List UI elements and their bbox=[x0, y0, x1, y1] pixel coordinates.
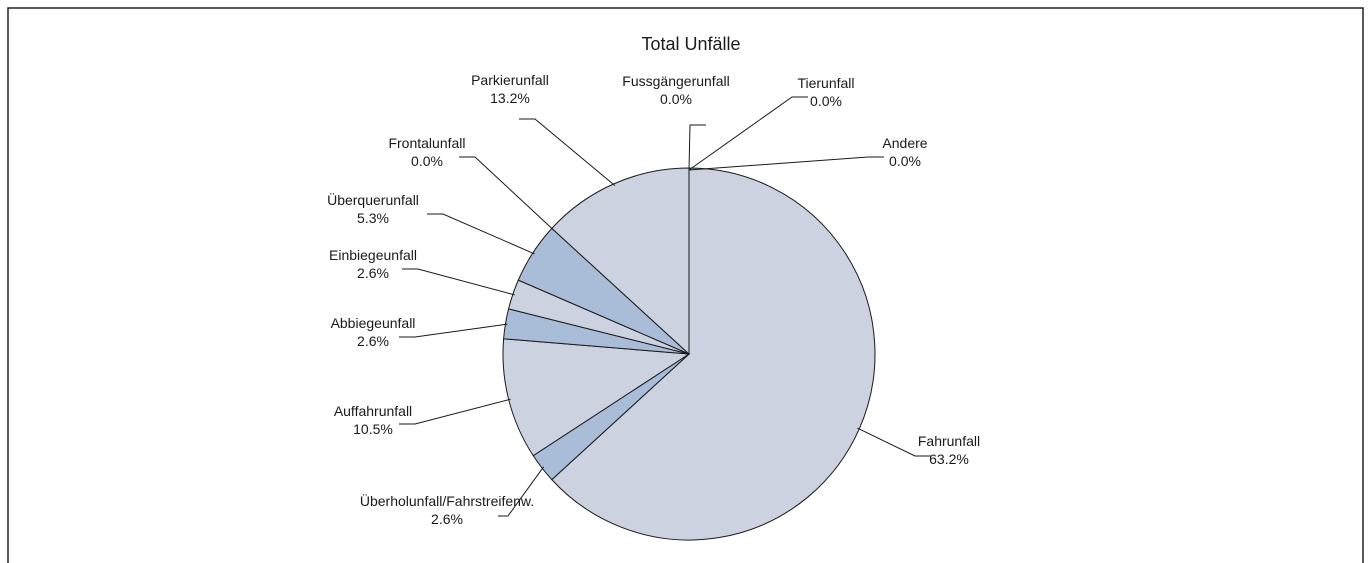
slice-value-abbiegeunfall: 2.6% bbox=[357, 333, 389, 349]
leader-line-fussgaengerunfall bbox=[688, 124, 706, 171]
slice-value-frontalunfall: 0.0% bbox=[411, 153, 443, 169]
leader-line-fahrunfall bbox=[857, 427, 931, 457]
leader-line-auffahrunfall bbox=[399, 398, 511, 425]
slice-parkierunfall bbox=[551, 167, 690, 356]
slice-label-frontalunfall: Frontalunfall bbox=[388, 135, 465, 151]
leader-line-einbiegeunfall bbox=[402, 268, 515, 296]
slice-labels: Fahrunfall 63.2% Überholunfall/Fahrstreife… bbox=[327, 72, 980, 527]
leader-line-andere bbox=[688, 156, 884, 171]
slice-value-auffahrunfall: 10.5% bbox=[353, 421, 393, 437]
slice-value-ueberquerunfall: 5.3% bbox=[357, 210, 389, 226]
slice-label-einbiegeunfall: Einbiegeunfall bbox=[329, 247, 417, 263]
leader-line-abbiegeunfall bbox=[399, 323, 508, 338]
slice-label-fahrunfall: Fahrunfall bbox=[918, 433, 980, 449]
slice-value-andere: 0.0% bbox=[889, 153, 921, 169]
leader-line-ueberholunfall-fahrstreifenw bbox=[498, 466, 545, 517]
leader-line-frontalunfall bbox=[459, 156, 554, 231]
slice-value-parkierunfall: 13.2% bbox=[490, 90, 530, 106]
slice-value-tierunfall: 0.0% bbox=[810, 93, 842, 109]
slice-label-ueberholunfall-fahrstreifenw: Überholunfall/Fahrstreifenw. bbox=[360, 492, 534, 509]
slice-label-auffahrunfall: Auffahrunfall bbox=[334, 403, 412, 419]
leader-lines bbox=[399, 96, 931, 517]
slice-value-fussgaengerunfall: 0.0% bbox=[660, 91, 692, 107]
pie-slices bbox=[502, 167, 876, 541]
leader-line-parkierunfall bbox=[519, 118, 616, 186]
slice-label-abbiegeunfall: Abbiegeunfall bbox=[331, 315, 416, 331]
slice-value-fahrunfall: 63.2% bbox=[929, 451, 969, 467]
slice-label-fussgaengerunfall: Fussgängerunfall bbox=[622, 73, 729, 89]
slice-value-einbiegeunfall: 2.6% bbox=[357, 265, 389, 281]
slice-value-ueberholunfall-fahrstreifenw: 2.6% bbox=[431, 511, 463, 527]
leader-line-ueberquerunfall bbox=[427, 213, 535, 255]
slice-label-ueberquerunfall: Überquerunfall bbox=[327, 191, 419, 208]
slice-label-tierunfall: Tierunfall bbox=[797, 75, 854, 91]
chart-title: Total Unfälle bbox=[641, 34, 740, 54]
leader-line-tierunfall bbox=[688, 96, 808, 171]
slice-label-parkierunfall: Parkierunfall bbox=[471, 72, 549, 88]
slice-label-andere: Andere bbox=[882, 135, 927, 151]
